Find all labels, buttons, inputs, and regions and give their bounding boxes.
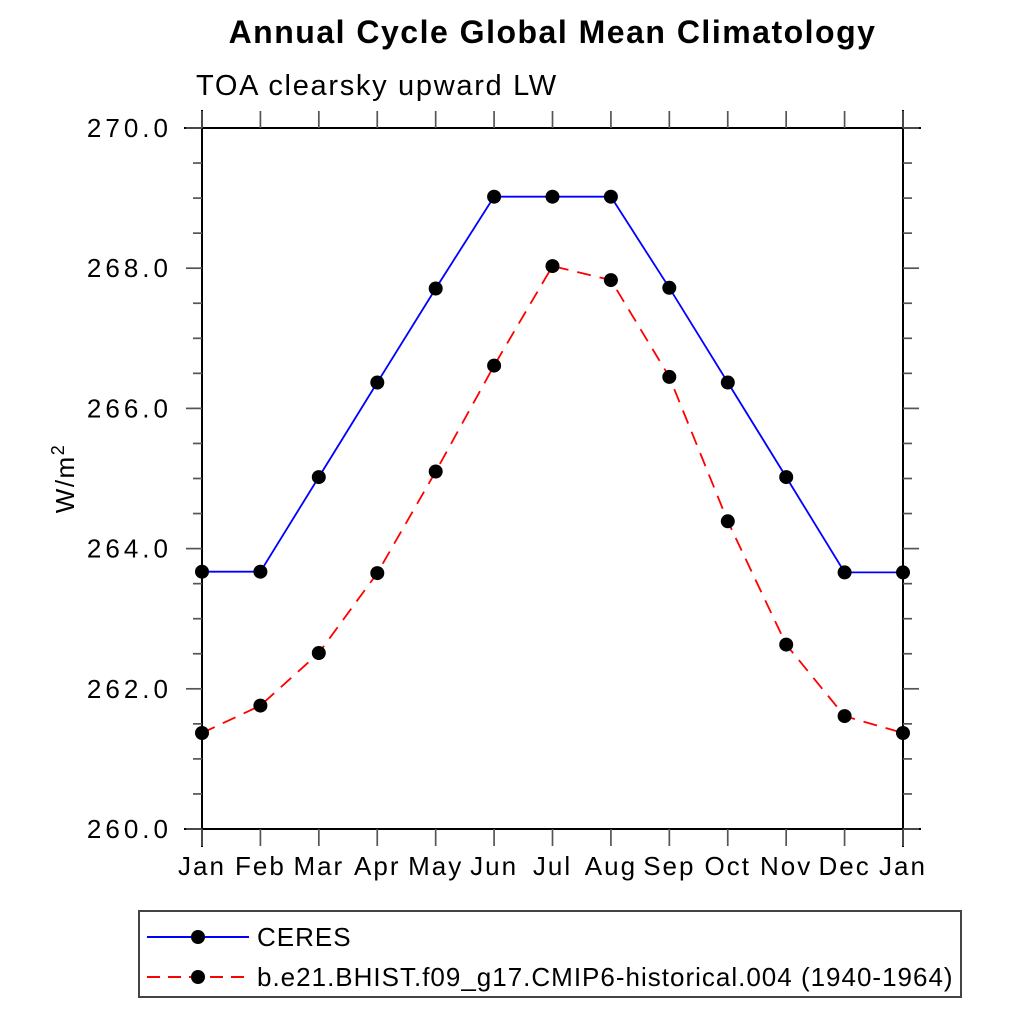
data-point-marker: [603, 273, 618, 288]
data-point-marker: [370, 375, 385, 390]
data-point-marker: [195, 726, 209, 740]
data-point-marker: [662, 369, 677, 384]
data-point-marker: [487, 358, 502, 373]
y-tick-label: 262.0: [87, 674, 172, 704]
x-tick-label: Apr: [354, 851, 400, 881]
legend-box: CERES b.e21.BHIST.f09_g17.CMIP6-historic…: [138, 910, 962, 998]
x-tick-label: Sep: [643, 851, 695, 881]
data-point-marker: [720, 514, 735, 529]
series-model: [195, 259, 910, 740]
series-ceres: [195, 189, 910, 580]
y-tick-label: 270.0: [87, 113, 172, 143]
x-tick-label: May: [408, 851, 463, 881]
page-title: Annual Cycle Global Mean Climatology: [228, 14, 877, 50]
x-tick-label: Mar: [293, 851, 344, 881]
x-tick-label: Jun: [470, 851, 518, 881]
chart-subtitle: TOA clearsky upward LW: [196, 70, 558, 102]
legend-label-model: b.e21.BHIST.f09_g17.CMIP6-historical.004…: [257, 962, 954, 992]
plot-axes: [184, 110, 921, 847]
data-point-marker: [253, 564, 268, 579]
ceres-line-icon: [147, 930, 249, 944]
x-axis: Jan Feb Mar Apr May Jun Jul Aug Sep Oct Nov Dec Jan: [178, 111, 927, 881]
data-point-marker: [428, 281, 443, 296]
x-tick-label: Jan: [178, 851, 226, 881]
x-tick-label: Dec: [818, 851, 870, 881]
data-point-marker: [779, 637, 794, 652]
y-axis-title: W/m2: [48, 444, 80, 513]
data-point-marker: [487, 189, 502, 204]
data-point-marker: [720, 375, 735, 390]
data-point-marker: [545, 259, 560, 274]
legend-label-ceres: CERES: [257, 922, 352, 952]
data-point-marker: [896, 565, 910, 580]
x-tick-label: Nov: [760, 851, 812, 881]
data-point-marker: [779, 470, 794, 485]
data-point-marker: [896, 726, 910, 740]
data-point-marker: [253, 698, 268, 713]
data-point-marker: [545, 189, 560, 204]
x-tick-label: Jul: [533, 851, 572, 881]
data-point-marker: [662, 280, 677, 295]
data-point-marker: [837, 709, 852, 724]
data-point-marker: [311, 470, 326, 485]
y-tick-label: 268.0: [87, 253, 172, 283]
x-tick-label: Aug: [585, 851, 637, 881]
y-tick-label: 266.0: [87, 393, 172, 423]
data-point-marker: [837, 565, 852, 580]
y-tick-label: 260.0: [87, 814, 172, 844]
data-point-marker: [428, 464, 443, 479]
data-point-marker: [311, 646, 326, 660]
model-dashed-line-icon: [147, 970, 249, 984]
legend-entry-ceres: CERES: [145, 917, 960, 957]
x-tick-label: Jan: [879, 851, 927, 881]
y-axis: 260.0 262.0 264.0 266.0 268.0 270.0: [87, 113, 919, 844]
data-point-marker: [195, 564, 209, 579]
legend-entry-model: b.e21.BHIST.f09_g17.CMIP6-historical.004…: [145, 957, 960, 997]
y-tick-label: 264.0: [87, 534, 172, 564]
data-point-marker: [370, 566, 385, 581]
x-tick-label: Oct: [705, 851, 751, 881]
x-tick-label: Feb: [235, 851, 286, 881]
data-point-marker: [603, 189, 618, 204]
